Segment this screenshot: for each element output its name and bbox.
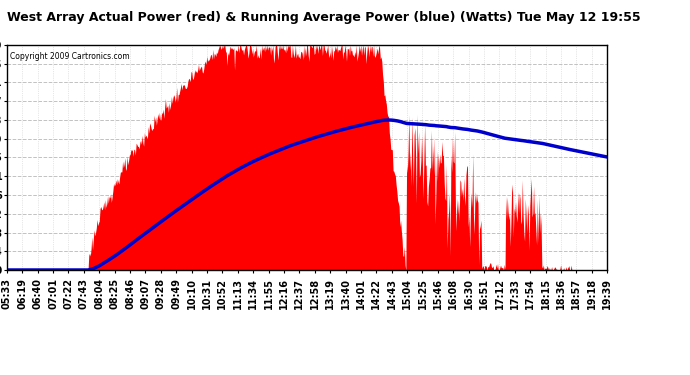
Text: Copyright 2009 Cartronics.com: Copyright 2009 Cartronics.com bbox=[10, 52, 130, 61]
Text: West Array Actual Power (red) & Running Average Power (blue) (Watts) Tue May 12 : West Array Actual Power (red) & Running … bbox=[7, 11, 640, 24]
